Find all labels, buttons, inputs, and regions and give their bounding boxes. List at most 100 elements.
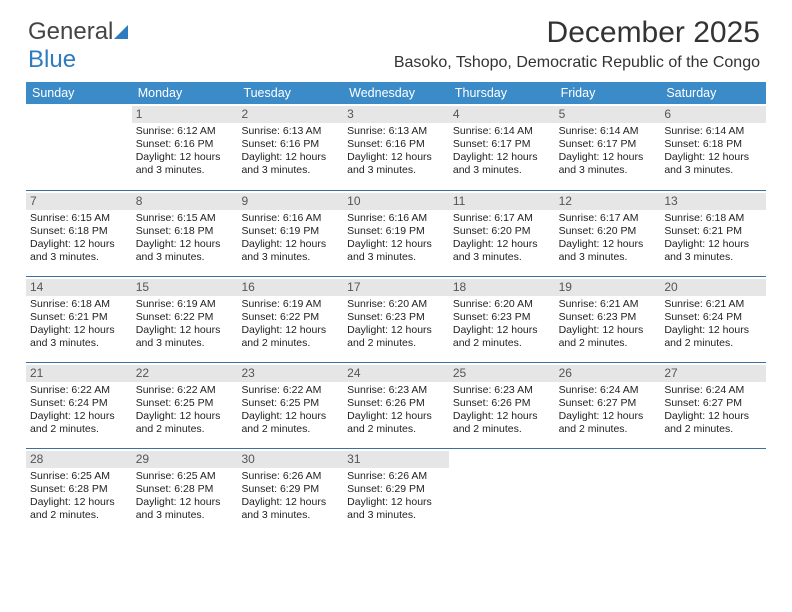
day-number: 5 bbox=[555, 106, 661, 123]
daylight-text: and 3 minutes. bbox=[559, 164, 657, 177]
sunrise-text: Sunrise: 6:22 AM bbox=[241, 384, 339, 397]
day-number: 6 bbox=[660, 106, 766, 123]
day-cell bbox=[449, 449, 555, 534]
daylight-text: Daylight: 12 hours bbox=[559, 238, 657, 251]
day-number: 17 bbox=[343, 279, 449, 296]
sunset-text: Sunset: 6:23 PM bbox=[453, 311, 551, 324]
sunset-text: Sunset: 6:21 PM bbox=[30, 311, 128, 324]
daylight-text: and 2 minutes. bbox=[30, 423, 128, 436]
day-cell: 3Sunrise: 6:13 AMSunset: 6:16 PMDaylight… bbox=[343, 104, 449, 190]
sunrise-text: Sunrise: 6:12 AM bbox=[136, 125, 234, 138]
day-cell bbox=[26, 104, 132, 190]
daylight-text: and 3 minutes. bbox=[347, 509, 445, 522]
day-number: 10 bbox=[343, 193, 449, 210]
daylight-text: Daylight: 12 hours bbox=[241, 324, 339, 337]
sunset-text: Sunset: 6:28 PM bbox=[30, 483, 128, 496]
day-cell: 7Sunrise: 6:15 AMSunset: 6:18 PMDaylight… bbox=[26, 191, 132, 276]
sunrise-text: Sunrise: 6:17 AM bbox=[559, 212, 657, 225]
sunset-text: Sunset: 6:28 PM bbox=[136, 483, 234, 496]
sunset-text: Sunset: 6:22 PM bbox=[136, 311, 234, 324]
sunrise-text: Sunrise: 6:24 AM bbox=[559, 384, 657, 397]
day-number: 21 bbox=[26, 365, 132, 382]
daylight-text: and 3 minutes. bbox=[136, 164, 234, 177]
dow-monday: Monday bbox=[132, 82, 238, 104]
day-number: 9 bbox=[237, 193, 343, 210]
sunrise-text: Sunrise: 6:17 AM bbox=[453, 212, 551, 225]
day-cell: 20Sunrise: 6:21 AMSunset: 6:24 PMDayligh… bbox=[660, 277, 766, 362]
daylight-text: and 3 minutes. bbox=[453, 164, 551, 177]
daylight-text: Daylight: 12 hours bbox=[453, 238, 551, 251]
daylight-text: and 2 minutes. bbox=[241, 423, 339, 436]
sunrise-text: Sunrise: 6:25 AM bbox=[136, 470, 234, 483]
day-cell: 16Sunrise: 6:19 AMSunset: 6:22 PMDayligh… bbox=[237, 277, 343, 362]
day-cell: 28Sunrise: 6:25 AMSunset: 6:28 PMDayligh… bbox=[26, 449, 132, 534]
sunset-text: Sunset: 6:24 PM bbox=[664, 311, 762, 324]
daylight-text: Daylight: 12 hours bbox=[241, 496, 339, 509]
daylight-text: Daylight: 12 hours bbox=[347, 496, 445, 509]
sunrise-text: Sunrise: 6:22 AM bbox=[136, 384, 234, 397]
daylight-text: Daylight: 12 hours bbox=[136, 324, 234, 337]
daylight-text: and 3 minutes. bbox=[559, 251, 657, 264]
day-cell: 9Sunrise: 6:16 AMSunset: 6:19 PMDaylight… bbox=[237, 191, 343, 276]
week-row: 28Sunrise: 6:25 AMSunset: 6:28 PMDayligh… bbox=[26, 448, 766, 534]
daylight-text: Daylight: 12 hours bbox=[453, 324, 551, 337]
day-number: 18 bbox=[449, 279, 555, 296]
sunset-text: Sunset: 6:17 PM bbox=[559, 138, 657, 151]
day-cell: 22Sunrise: 6:22 AMSunset: 6:25 PMDayligh… bbox=[132, 363, 238, 448]
logo: General Blue bbox=[28, 18, 128, 74]
sunrise-text: Sunrise: 6:23 AM bbox=[453, 384, 551, 397]
sunrise-text: Sunrise: 6:20 AM bbox=[453, 298, 551, 311]
day-number: 30 bbox=[237, 451, 343, 468]
sunset-text: Sunset: 6:20 PM bbox=[453, 225, 551, 238]
daylight-text: Daylight: 12 hours bbox=[30, 238, 128, 251]
logo-triangle-icon bbox=[114, 25, 128, 39]
day-of-week-header: SundayMondayTuesdayWednesdayThursdayFrid… bbox=[26, 82, 766, 104]
day-number: 22 bbox=[132, 365, 238, 382]
sunset-text: Sunset: 6:16 PM bbox=[347, 138, 445, 151]
day-cell: 11Sunrise: 6:17 AMSunset: 6:20 PMDayligh… bbox=[449, 191, 555, 276]
dow-saturday: Saturday bbox=[660, 82, 766, 104]
daylight-text: Daylight: 12 hours bbox=[453, 410, 551, 423]
daylight-text: and 2 minutes. bbox=[453, 337, 551, 350]
daylight-text: and 3 minutes. bbox=[30, 337, 128, 350]
sunset-text: Sunset: 6:26 PM bbox=[347, 397, 445, 410]
sunrise-text: Sunrise: 6:15 AM bbox=[136, 212, 234, 225]
sunset-text: Sunset: 6:17 PM bbox=[453, 138, 551, 151]
sunrise-text: Sunrise: 6:21 AM bbox=[664, 298, 762, 311]
daylight-text: and 2 minutes. bbox=[347, 337, 445, 350]
week-row: 1Sunrise: 6:12 AMSunset: 6:16 PMDaylight… bbox=[26, 104, 766, 190]
day-cell: 8Sunrise: 6:15 AMSunset: 6:18 PMDaylight… bbox=[132, 191, 238, 276]
sunset-text: Sunset: 6:18 PM bbox=[30, 225, 128, 238]
sunrise-text: Sunrise: 6:21 AM bbox=[559, 298, 657, 311]
daylight-text: Daylight: 12 hours bbox=[559, 151, 657, 164]
daylight-text: Daylight: 12 hours bbox=[664, 238, 762, 251]
daylight-text: and 2 minutes. bbox=[241, 337, 339, 350]
day-number: 25 bbox=[449, 365, 555, 382]
daylight-text: Daylight: 12 hours bbox=[241, 410, 339, 423]
dow-wednesday: Wednesday bbox=[343, 82, 449, 104]
day-number: 31 bbox=[343, 451, 449, 468]
week-row: 14Sunrise: 6:18 AMSunset: 6:21 PMDayligh… bbox=[26, 276, 766, 362]
daylight-text: Daylight: 12 hours bbox=[347, 324, 445, 337]
daylight-text: Daylight: 12 hours bbox=[30, 410, 128, 423]
day-cell: 21Sunrise: 6:22 AMSunset: 6:24 PMDayligh… bbox=[26, 363, 132, 448]
daylight-text: and 2 minutes. bbox=[664, 423, 762, 436]
sunrise-text: Sunrise: 6:24 AM bbox=[664, 384, 762, 397]
day-cell: 30Sunrise: 6:26 AMSunset: 6:29 PMDayligh… bbox=[237, 449, 343, 534]
day-cell: 10Sunrise: 6:16 AMSunset: 6:19 PMDayligh… bbox=[343, 191, 449, 276]
day-number: 24 bbox=[343, 365, 449, 382]
sunset-text: Sunset: 6:18 PM bbox=[664, 138, 762, 151]
sunset-text: Sunset: 6:29 PM bbox=[241, 483, 339, 496]
day-number: 23 bbox=[237, 365, 343, 382]
sunrise-text: Sunrise: 6:14 AM bbox=[453, 125, 551, 138]
day-number: 16 bbox=[237, 279, 343, 296]
logo-text-1: General bbox=[28, 18, 113, 45]
logo-text-2: Blue bbox=[28, 46, 76, 73]
sunrise-text: Sunrise: 6:13 AM bbox=[241, 125, 339, 138]
daylight-text: Daylight: 12 hours bbox=[30, 324, 128, 337]
day-cell: 12Sunrise: 6:17 AMSunset: 6:20 PMDayligh… bbox=[555, 191, 661, 276]
day-cell bbox=[660, 449, 766, 534]
dow-tuesday: Tuesday bbox=[237, 82, 343, 104]
daylight-text: Daylight: 12 hours bbox=[30, 496, 128, 509]
day-number: 14 bbox=[26, 279, 132, 296]
